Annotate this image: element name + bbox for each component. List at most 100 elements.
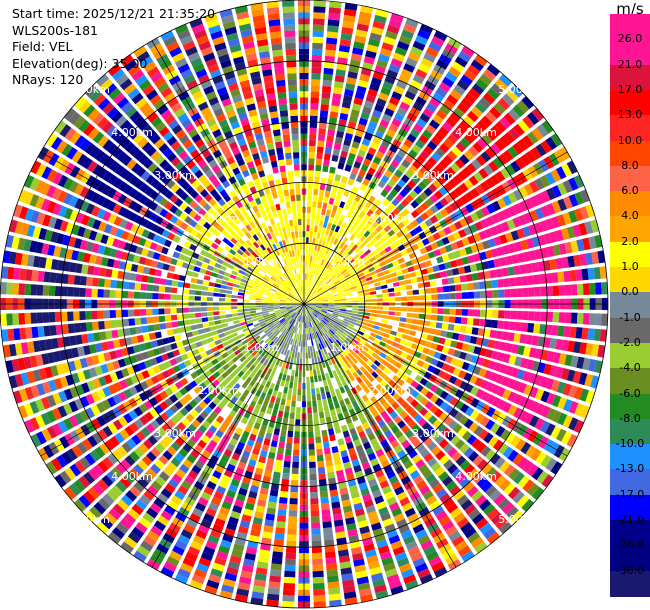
velocity-gate — [475, 494, 487, 507]
velocity-gate — [551, 410, 562, 423]
velocity-gate — [316, 305, 323, 308]
velocity-gate — [135, 499, 148, 511]
velocity-gate — [283, 313, 289, 318]
velocity-gate — [476, 242, 485, 252]
velocity-gate — [437, 175, 447, 185]
velocity-gate — [382, 310, 389, 315]
velocity-gate — [243, 508, 254, 517]
velocity-gate — [13, 328, 21, 341]
velocity-gate — [398, 74, 410, 84]
velocity-gate — [584, 373, 594, 387]
velocity-gate — [364, 295, 371, 299]
velocity-gate — [258, 384, 265, 392]
velocity-gate — [363, 269, 370, 275]
velocity-gate — [463, 265, 472, 274]
velocity-gate — [234, 252, 241, 259]
velocity-gate — [246, 384, 253, 392]
velocity-gate — [509, 321, 516, 331]
velocity-gate — [444, 355, 453, 364]
velocity-gate — [405, 354, 414, 362]
velocity-gate — [319, 313, 325, 318]
velocity-gate — [101, 341, 109, 351]
velocity-gate — [416, 276, 424, 283]
velocity-gate — [183, 523, 196, 534]
velocity-gate — [446, 331, 454, 339]
velocity-gate — [494, 516, 508, 530]
velocity-gate — [124, 536, 138, 549]
velocity-gate — [331, 501, 341, 509]
velocity-gate — [355, 216, 362, 224]
velocity-gate — [243, 411, 251, 419]
velocity-gate — [357, 330, 365, 336]
velocity-gate — [169, 215, 179, 224]
velocity-gate — [340, 307, 347, 310]
velocity-gate — [388, 311, 395, 316]
velocity-gate — [322, 85, 332, 93]
velocity-gate — [81, 438, 93, 451]
velocity-gate — [296, 315, 300, 321]
velocity-gate — [352, 327, 359, 333]
velocity-gate — [246, 464, 255, 473]
velocity-gate — [341, 455, 350, 464]
velocity-gate — [315, 270, 320, 277]
velocity-gate — [375, 314, 383, 318]
velocity-gate — [110, 467, 123, 479]
velocity-gate — [312, 564, 324, 572]
velocity-gate — [179, 463, 190, 474]
velocity-gate — [360, 163, 369, 172]
velocity-gate — [332, 312, 339, 316]
velocity-gate — [183, 345, 192, 353]
velocity-gate — [330, 274, 337, 281]
velocity-gate — [500, 429, 511, 441]
velocity-gate — [394, 239, 403, 247]
velocity-gate — [269, 324, 275, 330]
velocity-gate — [143, 198, 154, 208]
velocity-gate — [331, 99, 341, 107]
velocity-gate — [400, 143, 410, 154]
velocity-gate — [308, 449, 315, 456]
velocity-gate — [396, 203, 405, 212]
velocity-gate — [2, 344, 11, 358]
velocity-gate — [522, 311, 529, 321]
velocity-gate — [454, 411, 464, 422]
velocity-gate — [195, 284, 203, 290]
velocity-gate — [491, 213, 501, 224]
velocity-gate — [334, 426, 342, 434]
velocity-gate — [123, 356, 132, 366]
velocity-gate — [321, 98, 330, 105]
velocity-gate — [305, 279, 307, 286]
velocity-gate — [334, 299, 341, 302]
velocity-gate — [375, 216, 383, 225]
velocity-gate — [241, 324, 248, 330]
velocity-gate — [527, 483, 540, 497]
velocity-gate — [348, 359, 355, 367]
velocity-gate — [510, 310, 517, 320]
velocity-gate — [347, 248, 354, 256]
velocity-gate — [505, 255, 513, 266]
velocity-gate — [389, 358, 397, 366]
velocity-gate — [313, 351, 317, 358]
velocity-gate — [315, 308, 321, 312]
velocity-gate — [315, 298, 322, 301]
velocity-gate — [451, 129, 462, 140]
velocity-gate — [313, 412, 319, 420]
velocity-gate — [579, 189, 590, 203]
velocity-gate — [190, 540, 203, 551]
velocity-gate — [47, 352, 56, 364]
velocity-gate — [310, 351, 314, 359]
velocity-gate — [206, 306, 213, 311]
velocity-gate — [313, 12, 326, 19]
velocity-gate — [6, 313, 13, 326]
velocity-gate — [67, 274, 75, 285]
velocity-gate — [408, 449, 418, 459]
velocity-gate — [480, 115, 493, 128]
velocity-gate — [451, 61, 465, 73]
velocity-gate — [326, 135, 334, 143]
velocity-gate — [509, 277, 516, 287]
velocity-gate — [101, 475, 114, 487]
velocity-gate — [305, 340, 308, 347]
velocity-gate — [166, 351, 175, 359]
velocity-gate — [448, 419, 458, 430]
velocity-gate — [114, 164, 125, 176]
velocity-gate — [318, 343, 323, 350]
